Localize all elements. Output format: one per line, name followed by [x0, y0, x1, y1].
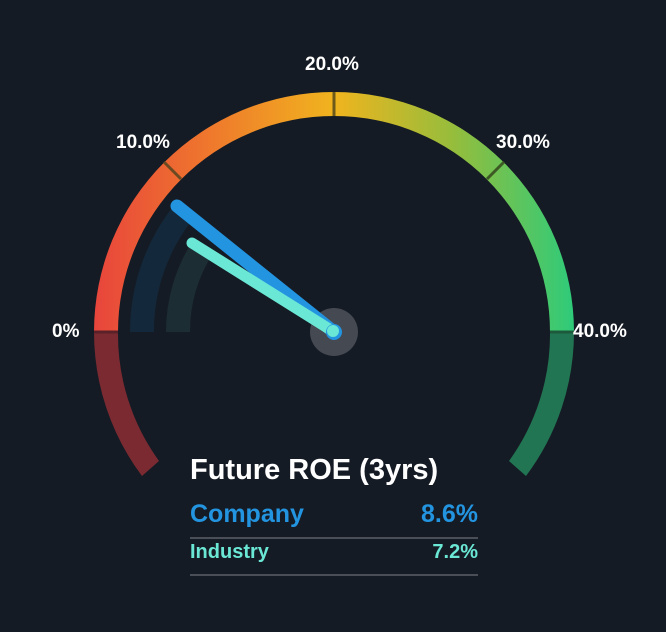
- industry-value: 7.2%: [432, 541, 478, 563]
- industry-label: Industry: [190, 541, 269, 563]
- divider: [190, 574, 478, 576]
- company-track: [129, 204, 193, 332]
- gauge-arc: [94, 92, 574, 332]
- tick-label-0: 0%: [52, 321, 80, 342]
- divider: [190, 537, 478, 539]
- tick-label-20: 20.0%: [305, 54, 359, 75]
- industry-track: [165, 242, 212, 332]
- legend-industry-row: Industry 7.2%: [190, 541, 478, 564]
- company-label: Company: [190, 500, 304, 528]
- company-value: 8.6%: [421, 500, 478, 528]
- gauge-lower-right: [509, 332, 574, 476]
- legend-company-row: Company 8.6%: [190, 500, 478, 529]
- tick-label-30: 30.0%: [496, 132, 550, 153]
- tick-label-10: 10.0%: [116, 132, 170, 153]
- tick-label-40: 40.0%: [573, 321, 627, 342]
- chart-title: Future ROE (3yrs): [190, 454, 439, 486]
- gauge-lower-left: [94, 332, 159, 476]
- industry-needle: [186, 237, 340, 338]
